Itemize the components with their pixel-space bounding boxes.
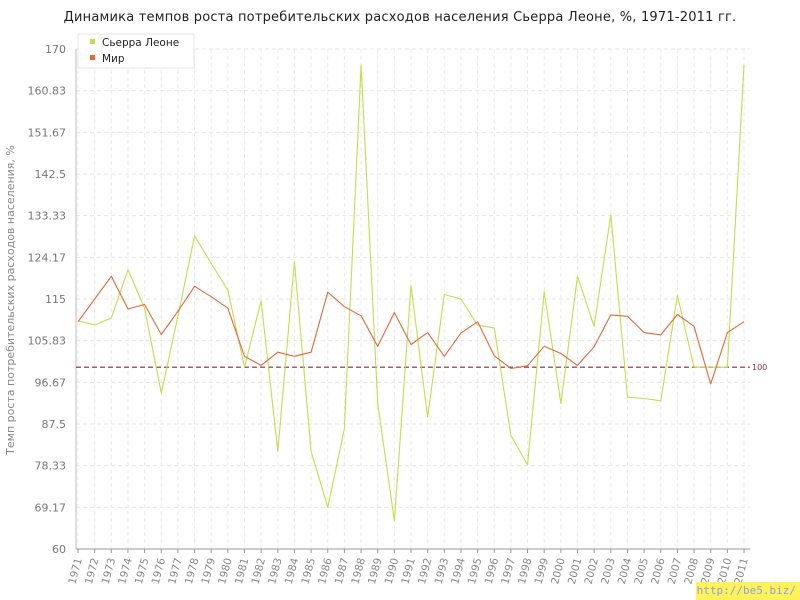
x-tick-label: 2003 xyxy=(599,557,618,586)
x-tick-label: 1985 xyxy=(299,557,318,586)
x-tick-label: 1975 xyxy=(133,557,152,586)
x-tick-label: 1982 xyxy=(250,557,269,586)
x-tick-label: 1984 xyxy=(283,556,302,585)
x-tick-label: 1981 xyxy=(233,557,252,586)
x-tick-label: 1998 xyxy=(516,557,535,586)
x-tick-label: 1983 xyxy=(266,557,285,586)
axes: 60 69.17 78.33 87.5 96.67 105.83 115 124.17 133.… xyxy=(28,43,751,586)
x-tick-label: 1999 xyxy=(533,557,552,586)
legend: Сьерра Леоне Мир xyxy=(77,33,195,69)
x-tick-label: 1987 xyxy=(333,557,352,586)
x-tick-label: 1991 xyxy=(399,557,418,586)
y-tick-label: 69.17 xyxy=(35,501,67,514)
reference-line-label: 100 xyxy=(752,363,767,372)
y-tick-label: 170 xyxy=(45,43,66,56)
x-tick-label: 1990 xyxy=(383,557,402,586)
y-tick-label: 87.5 xyxy=(42,418,67,431)
legend-swatch-world xyxy=(90,55,95,60)
x-tick-label: 2004 xyxy=(616,556,635,585)
y-tick-label: 160.83 xyxy=(28,85,67,98)
y-tick-label: 133.33 xyxy=(28,210,67,223)
y-tick-label: 105.83 xyxy=(28,335,67,348)
y-tick-label: 96.67 xyxy=(35,376,67,389)
x-tick-label: 1995 xyxy=(466,557,485,586)
y-tick-label: 124.17 xyxy=(28,251,67,264)
x-tick-label: 1977 xyxy=(166,557,185,586)
x-tick-label: 1971 xyxy=(66,557,85,586)
legend-box xyxy=(77,33,195,69)
x-tick-label: 1973 xyxy=(100,557,119,586)
x-tick-label: 1972 xyxy=(83,557,102,586)
x-tick-label: 2001 xyxy=(566,557,585,586)
x-tick-label: 1994 xyxy=(449,556,468,585)
x-tick-label: 1979 xyxy=(200,557,219,586)
x-tick-label: 2002 xyxy=(583,557,602,586)
legend-swatch-sierra-leone xyxy=(90,39,95,44)
y-tick-label: 78.33 xyxy=(35,460,67,473)
y-tick-label: 151.67 xyxy=(28,126,67,139)
series-group xyxy=(77,64,745,522)
y-axis-label: Темп роста потребительских расходов насе… xyxy=(4,145,17,456)
y-tick-label: 115 xyxy=(45,293,66,306)
x-tick-label: 2007 xyxy=(666,557,685,586)
x-tick-label: 1978 xyxy=(183,557,202,586)
x-tick-label: 2005 xyxy=(632,557,651,586)
x-tick-label: 1997 xyxy=(499,557,518,586)
x-tick-label: 1976 xyxy=(150,556,169,585)
y-tick-label: 60 xyxy=(52,543,66,556)
x-tick-label: 2000 xyxy=(549,557,568,586)
x-tick-label: 1993 xyxy=(433,557,452,586)
x-tick-label: 1989 xyxy=(366,557,385,586)
x-tick-label: 1974 xyxy=(116,556,135,585)
x-tick-label: 1992 xyxy=(416,557,435,586)
x-tick-label: 1988 xyxy=(349,557,368,586)
chart-title: Динамика темпов роста потребительских ра… xyxy=(63,10,737,25)
series-line-sierra-leone xyxy=(77,64,745,522)
y-tick-label: 142.5 xyxy=(35,168,67,181)
legend-label-world: Мир xyxy=(102,53,125,65)
x-tick-label: 1996 xyxy=(483,556,502,585)
x-tick-label: 1980 xyxy=(216,557,235,586)
series-line-world xyxy=(77,275,745,385)
legend-label-sierra-leone: Сьерра Леоне xyxy=(102,37,179,49)
reference-line-group: 100 xyxy=(76,363,767,372)
x-tick-label: 1986 xyxy=(316,556,335,585)
x-tick-label: 2006 xyxy=(649,556,668,585)
watermark-link[interactable]: http://be5.biz/ xyxy=(696,582,800,600)
